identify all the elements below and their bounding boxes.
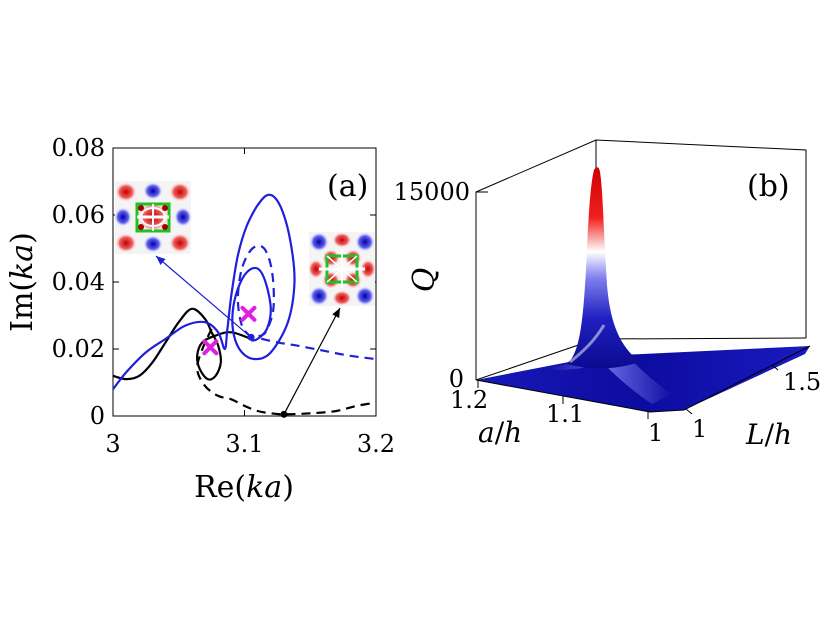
surface-ridge	[545, 336, 672, 404]
series-black-dashed	[196, 328, 377, 416]
panel-a: 3 3.1 3.2 0 0.02 0.04 0.06 0.08	[5, 134, 395, 505]
series-blue-solid	[112, 193, 296, 390]
series-group-a	[112, 193, 377, 416]
blue-arrow	[155, 255, 252, 338]
black-arrow	[283, 307, 341, 415]
tick-labels-a: 3 3.1 3.2 0 0.02 0.04 0.06 0.08	[52, 134, 396, 458]
blue-dot	[247, 333, 255, 341]
y-tick-label: 0.06	[52, 201, 105, 229]
axis-ticks-a	[112, 147, 377, 417]
x-tick-label-1-2: 1.2	[450, 386, 488, 414]
z-tick-label-0: 0	[449, 365, 464, 393]
black-dot	[280, 410, 288, 418]
panel-label-b: (b)	[747, 169, 790, 204]
z-tick-label-15000: 15000	[394, 178, 470, 206]
box-floor-edge-left	[475, 338, 597, 381]
y-tick-label: 0	[90, 402, 105, 430]
x-tick-label: 3.1	[225, 430, 263, 458]
x-axis-label-a: Re(ka)	[194, 470, 294, 505]
markers-group-a	[155, 255, 341, 418]
y-tick-label: 0.04	[52, 268, 105, 296]
y-axis-label-a: Im(ka)	[5, 232, 40, 332]
y-tick-label: 0.08	[52, 134, 105, 162]
tick-labels-b: 15000 0 1.2 1.1 1 1 1.5	[394, 178, 822, 447]
panel-label-a: (a)	[327, 169, 368, 204]
y-tick-label-1-5: 1.5	[783, 368, 821, 396]
y-axis-label-b: L/h	[745, 418, 792, 451]
x-tick-label-1: 1	[648, 419, 663, 447]
x-axis-label-b: a/h	[478, 416, 522, 449]
panel-b: 15000 0 1.2 1.1 1 1 1.5 Q a/h L/h (b)	[394, 139, 822, 451]
z-axis-label-b: Q	[407, 268, 442, 293]
surface-peak	[566, 167, 640, 369]
series-black-solid	[112, 307, 252, 381]
surface-highlight	[569, 324, 606, 364]
black-arrow-head	[332, 308, 340, 318]
mode-field-inset-left	[114, 181, 192, 254]
y-tick-label-1: 1	[692, 415, 707, 443]
magenta-cross-2	[240, 305, 257, 322]
box-floor-edge-back	[595, 337, 807, 340]
y-tick-1	[685, 408, 693, 415]
mode-field-inset-right	[308, 232, 376, 306]
x-tick-label-1-1: 1.1	[546, 400, 584, 428]
y-tick-label: 0.02	[52, 335, 105, 363]
x-tick-label: 3	[105, 430, 120, 458]
series-blue-dashed	[236, 244, 377, 361]
magenta-cross-1	[202, 339, 219, 356]
y-tick-1-5	[771, 364, 779, 371]
x-tick-label: 3.2	[357, 430, 395, 458]
blue-arrow-head	[156, 256, 166, 265]
